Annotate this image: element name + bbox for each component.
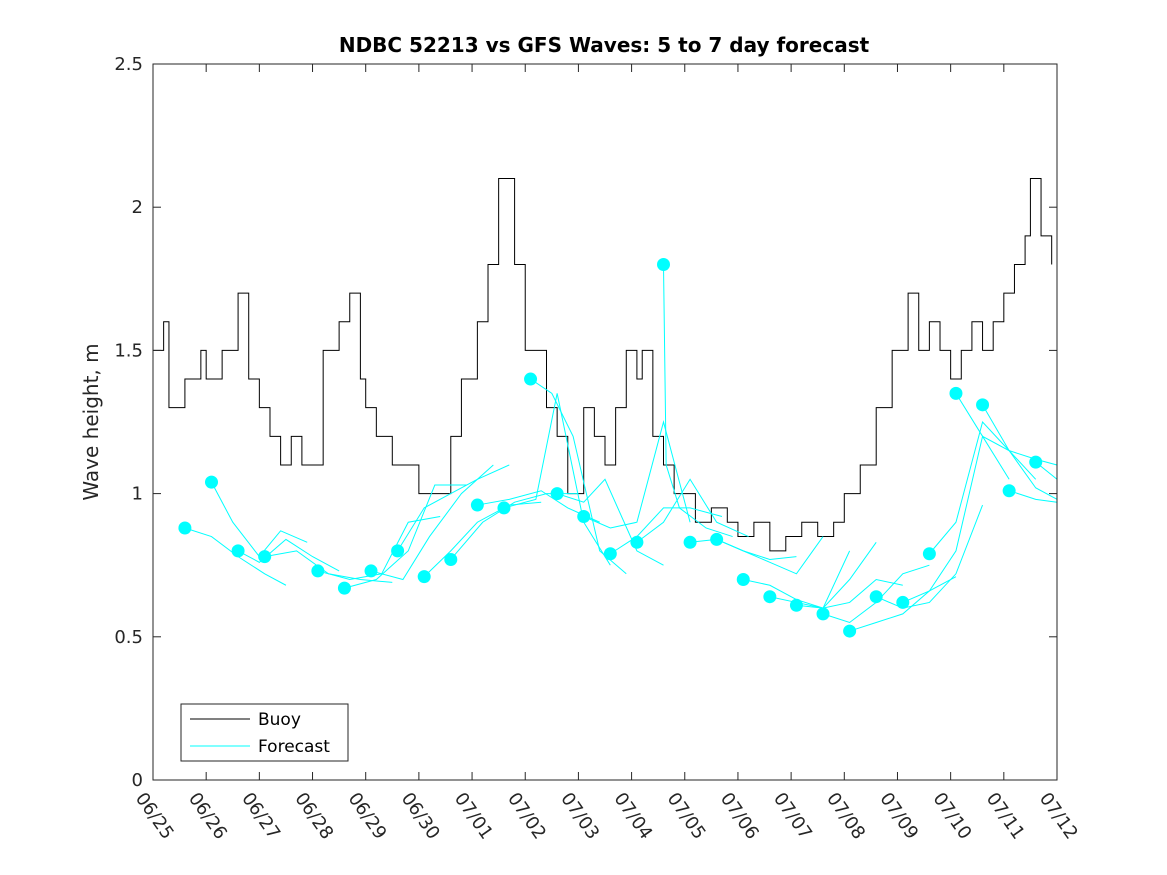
x-tick-label: 06/30: [397, 789, 444, 844]
y-tick-label: 1: [132, 484, 143, 505]
series-forecast-run-line: [1008, 490, 1058, 503]
y-tick-label: 0.5: [114, 627, 143, 648]
legend-box: [180, 703, 349, 762]
series-forecast-run-line: [370, 464, 494, 581]
forecast-point: [763, 590, 777, 604]
y-tick-label: 1.5: [114, 340, 143, 361]
series-forecast-run-line: [690, 538, 797, 560]
forecast-point: [710, 532, 724, 546]
series-forecast-run-line: [530, 378, 627, 575]
series-forecast-run-line: [450, 493, 579, 560]
forecast-point: [1002, 484, 1016, 498]
series-forecast-run-line: [423, 501, 542, 578]
x-tick-label: 07/05: [663, 789, 710, 844]
x-tick-label: 06/25: [131, 789, 178, 844]
series-forecast-run-line: [317, 516, 441, 581]
x-tick-label: 06/27: [237, 789, 284, 844]
forecast-point: [869, 590, 883, 604]
series-forecast-run-line: [344, 484, 467, 589]
forecast-point: [524, 372, 538, 386]
series-forecast-run-line: [477, 490, 600, 523]
forecast-point: [231, 544, 245, 558]
series-forecast-run-line: [716, 536, 824, 575]
forecast-point: [816, 607, 830, 621]
x-tick-label: 06/28: [290, 789, 337, 844]
forecast-point: [178, 521, 192, 535]
x-tick-label: 07/11: [982, 789, 1029, 844]
legend: Buoy Forecast: [180, 703, 349, 762]
legend-buoy-label: Buoy: [258, 710, 301, 730]
x-tick-label: 07/09: [875, 789, 922, 844]
forecast-point: [603, 547, 617, 561]
y-axis: 0 0.5 1 1.5 2 2.5: [114, 54, 1057, 791]
forecast-point: [1029, 455, 1043, 469]
forecast-point: [683, 535, 697, 549]
series-buoy-line: [153, 178, 1053, 552]
series-forecast-run-line: [662, 264, 733, 538]
y-tick-label: 0: [132, 770, 143, 791]
forecast-point: [497, 501, 511, 515]
series-forecast-run-line: [237, 538, 340, 572]
x-tick-label: 07/04: [609, 789, 656, 844]
forecast-point: [896, 595, 910, 609]
series-forecast-run-line: [796, 578, 903, 609]
series-forecast-run-line: [928, 420, 1037, 555]
forecast-point: [949, 386, 963, 400]
series-forecast-run-line: [982, 404, 1058, 466]
series-forecast-run-line: [556, 478, 664, 566]
forecast-point: [736, 573, 750, 587]
series-forecast-run-line: [503, 393, 611, 566]
forecast-point: [444, 552, 458, 566]
chart-title: NDBC 52213 vs GFS Waves: 5 to 7 day fore…: [339, 33, 870, 57]
y-tick-label: 2: [132, 197, 143, 218]
y-axis-label: Wave height, m: [79, 343, 103, 500]
series-forecast-run-line: [849, 576, 957, 632]
legend-forecast-label: Forecast: [258, 737, 330, 757]
forecast-point: [550, 487, 564, 501]
series-forecast-run-line: [211, 481, 308, 558]
x-tick-label: 06/26: [184, 789, 231, 844]
forecast-point: [417, 570, 431, 584]
forecast-point: [204, 475, 218, 489]
x-tick-label: 07/07: [769, 789, 816, 844]
forecast-point: [577, 510, 591, 524]
plot-area: [153, 178, 1058, 638]
x-tick-label: 07/02: [503, 789, 550, 844]
x-tick-label: 07/12: [1035, 789, 1082, 844]
series-forecast-run-line: [902, 435, 1010, 603]
series-forecast-run-line: [397, 464, 510, 552]
forecast-point: [976, 398, 990, 412]
forecast-point: [470, 498, 484, 512]
series-forecast-run-line: [583, 420, 691, 529]
forecast-point: [922, 547, 936, 561]
series-forecast-run-line: [610, 507, 723, 555]
forecast-point: [337, 581, 351, 595]
x-tick-label: 07/10: [929, 789, 976, 844]
forecast-point: [656, 257, 670, 271]
forecast-point: [630, 535, 644, 549]
x-tick-label: 06/29: [344, 789, 391, 844]
series-forecast-run-line: [876, 504, 984, 609]
series-forecast-run-line: [636, 478, 749, 543]
forecast-point: [258, 550, 272, 564]
x-tick-label: 07/01: [450, 789, 497, 844]
forecast-point: [364, 564, 378, 578]
x-tick-label: 07/03: [556, 789, 603, 844]
y-tick-label: 2.5: [114, 54, 143, 75]
forecast-point: [789, 598, 803, 612]
forecast-point: [843, 624, 857, 638]
x-tick-label: 07/08: [822, 789, 869, 844]
plot-frame: [152, 63, 1058, 781]
series-forecast-run-line: [769, 541, 877, 609]
forecast-point: [311, 564, 325, 578]
forecast-point: [391, 544, 405, 558]
x-tick-label: 07/06: [716, 789, 763, 844]
